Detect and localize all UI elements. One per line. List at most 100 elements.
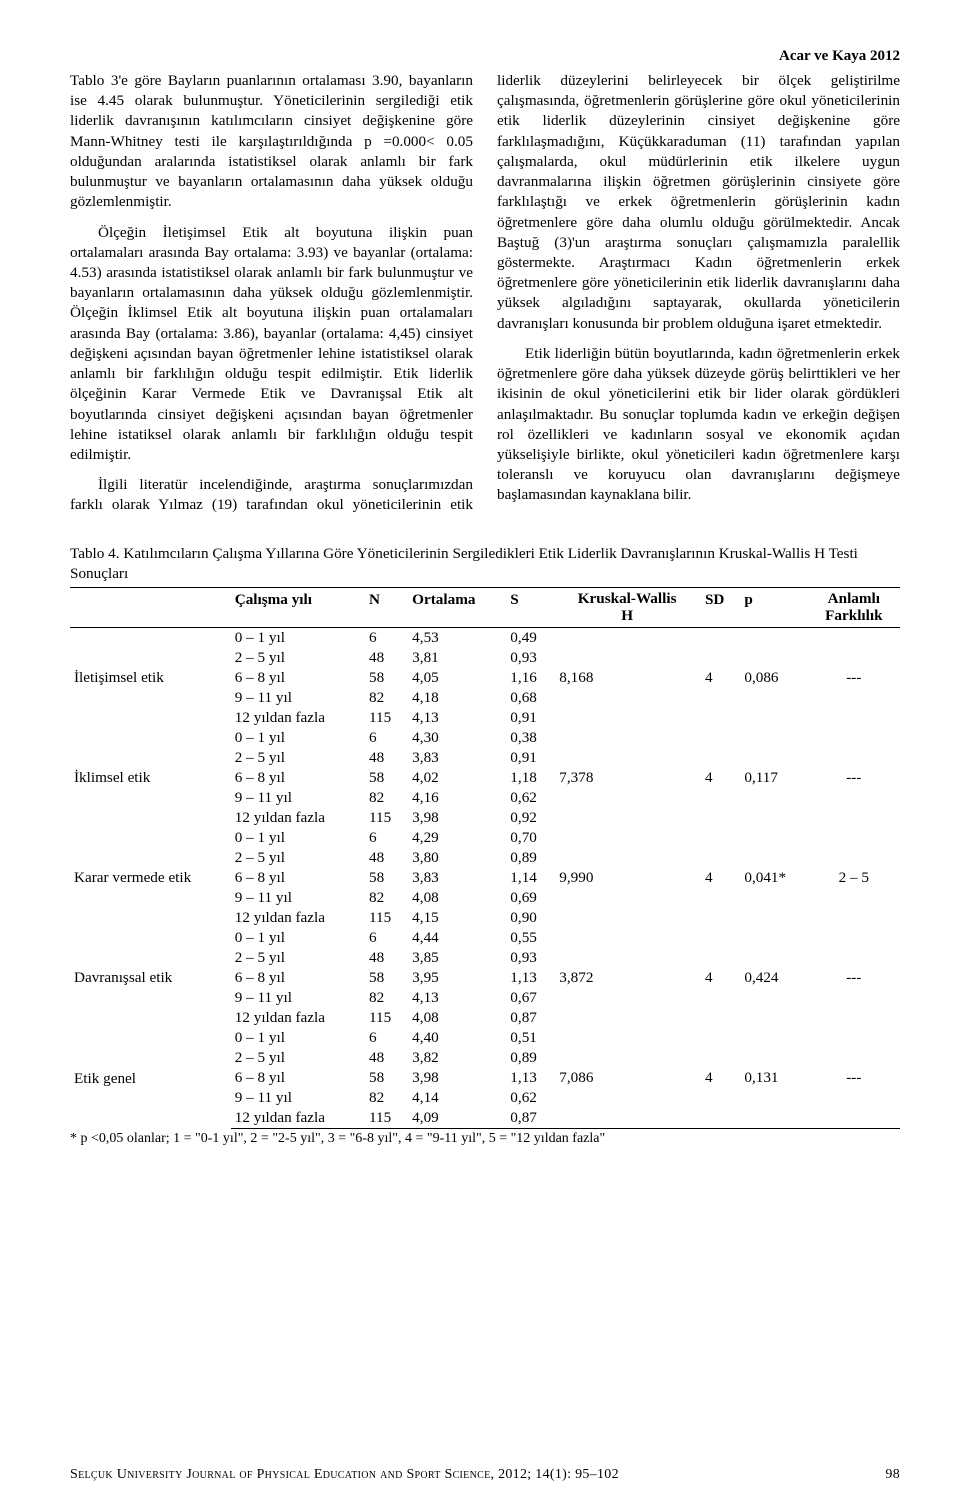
cell-empty <box>740 1028 809 1048</box>
cell-year: 2 – 5 yıl <box>231 748 365 768</box>
table-row: İletişimsel etik0 – 1 yıl64,530,49 <box>70 628 900 649</box>
cell-n: 58 <box>365 768 408 788</box>
cell-year: 0 – 1 yıl <box>231 628 365 649</box>
cell-sig: --- <box>810 1068 900 1088</box>
cell-mean: 4,44 <box>408 928 506 948</box>
table-row: Karar vermede etik0 – 1 yıl64,290,70 <box>70 828 900 848</box>
table4-footnote: * p <0,05 olanlar; 1 = "0-1 yıl", 2 = "2… <box>70 1131 900 1147</box>
table4-body: İletişimsel etik0 – 1 yıl64,530,49 2 – 5 … <box>70 628 900 1129</box>
cell-empty <box>740 1008 809 1028</box>
cell-kw: 7,378 <box>555 768 701 788</box>
cell-empty <box>555 808 701 828</box>
cell-mean: 4,30 <box>408 728 506 748</box>
cell-n: 115 <box>365 808 408 828</box>
cell-s: 0,68 <box>506 688 555 708</box>
cell-empty <box>740 708 809 728</box>
cell-empty <box>555 828 701 848</box>
th-mean: Ortalama <box>408 588 506 628</box>
paragraph: Ölçeğin İletişimsel Etik alt boyutuna il… <box>70 223 473 466</box>
cell-sd: 4 <box>701 1068 740 1088</box>
cell-sd: 4 <box>701 968 740 988</box>
page-container: Acar ve Kaya 2012 Tablo 3'e göre Bayları… <box>0 0 960 1505</box>
cell-year: 9 – 11 yıl <box>231 688 365 708</box>
cell-mean: 3,98 <box>408 808 506 828</box>
th-sig: AnlamlıFarklılık <box>810 588 900 628</box>
cell-empty <box>701 1048 740 1068</box>
cell-p: 0,131 <box>740 1068 809 1088</box>
cell-empty <box>555 888 701 908</box>
cell-s: 0,62 <box>506 788 555 808</box>
cell-n: 115 <box>365 1108 408 1129</box>
cell-n: 48 <box>365 1048 408 1068</box>
cell-empty <box>555 1088 701 1108</box>
cell-s: 0,93 <box>506 948 555 968</box>
th-p: p <box>740 588 809 628</box>
cell-n: 115 <box>365 908 408 928</box>
cell-year: 0 – 1 yıl <box>231 928 365 948</box>
cell-empty <box>810 788 900 808</box>
cell-s: 0,92 <box>506 808 555 828</box>
cell-mean: 4,09 <box>408 1108 506 1129</box>
cell-empty <box>555 708 701 728</box>
cell-year: 12 yıldan fazla <box>231 708 365 728</box>
cell-mean: 4,16 <box>408 788 506 808</box>
cell-empty <box>555 928 701 948</box>
cell-year: 0 – 1 yıl <box>231 1028 365 1048</box>
running-header: Acar ve Kaya 2012 <box>70 48 900 65</box>
cell-empty <box>701 948 740 968</box>
cell-s: 1,13 <box>506 968 555 988</box>
cell-n: 6 <box>365 928 408 948</box>
cell-empty <box>740 988 809 1008</box>
cell-empty <box>555 1048 701 1068</box>
cell-mean: 4,08 <box>408 888 506 908</box>
cell-empty <box>810 628 900 649</box>
cell-empty <box>740 928 809 948</box>
cell-empty <box>810 1108 900 1129</box>
th-empty <box>70 588 231 628</box>
cell-year: 9 – 11 yıl <box>231 788 365 808</box>
cell-empty <box>740 1108 809 1129</box>
cell-mean: 4,53 <box>408 628 506 649</box>
cell-n: 58 <box>365 668 408 688</box>
cell-s: 1,18 <box>506 768 555 788</box>
cell-empty <box>740 808 809 828</box>
cell-p: 0,086 <box>740 668 809 688</box>
cell-n: 6 <box>365 828 408 848</box>
dimension-label: Etik genel <box>70 1028 231 1129</box>
paragraph: Etik liderliğin bütün boyutlarında, kadı… <box>497 344 900 506</box>
cell-mean: 4,29 <box>408 828 506 848</box>
cell-empty <box>740 728 809 748</box>
cell-mean: 3,85 <box>408 948 506 968</box>
cell-mean: 3,80 <box>408 848 506 868</box>
cell-year: 6 – 8 yıl <box>231 1068 365 1088</box>
cell-year: 2 – 5 yıl <box>231 948 365 968</box>
cell-empty <box>555 688 701 708</box>
cell-empty <box>701 928 740 948</box>
cell-empty <box>810 928 900 948</box>
cell-empty <box>810 748 900 768</box>
cell-year: 9 – 11 yıl <box>231 988 365 1008</box>
cell-empty <box>740 888 809 908</box>
cell-empty <box>701 1008 740 1028</box>
cell-s: 0,67 <box>506 988 555 1008</box>
cell-s: 0,69 <box>506 888 555 908</box>
cell-empty <box>810 1088 900 1108</box>
cell-n: 48 <box>365 948 408 968</box>
cell-empty <box>701 748 740 768</box>
cell-empty <box>701 1108 740 1129</box>
cell-sd: 4 <box>701 668 740 688</box>
table4-section: Tablo 4. Katılımcıların Çalışma Yılların… <box>70 544 900 1148</box>
body-columns: Tablo 3'e göre Bayların puanlarının orta… <box>70 71 900 516</box>
journal-footer: Selçuk University Journal of Physical Ed… <box>0 1467 960 1483</box>
cell-mean: 3,98 <box>408 1068 506 1088</box>
cell-empty <box>701 708 740 728</box>
cell-empty <box>555 1028 701 1048</box>
cell-empty <box>555 748 701 768</box>
th-year: Çalışma yılı <box>231 588 365 628</box>
cell-year: 0 – 1 yıl <box>231 828 365 848</box>
cell-empty <box>740 848 809 868</box>
cell-empty <box>740 628 809 649</box>
cell-empty <box>701 1088 740 1108</box>
cell-sig: 2 – 5 <box>810 868 900 888</box>
cell-kw: 7,086 <box>555 1068 701 1088</box>
